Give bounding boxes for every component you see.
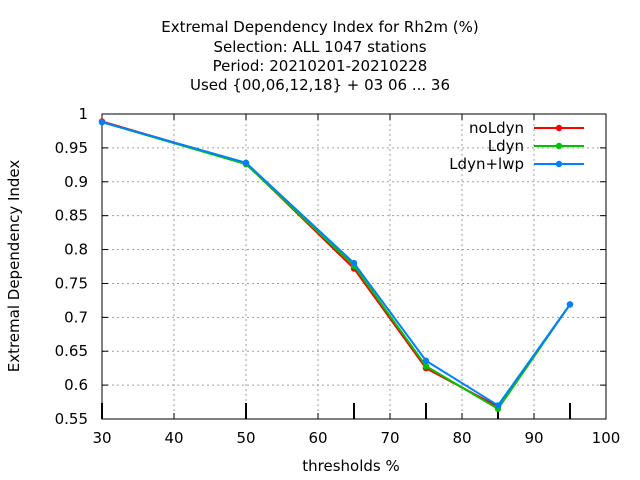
- data-point: [350, 259, 358, 267]
- chart-title-line-2: Selection: ALL 1047 stations: [213, 38, 427, 56]
- x-axis-label: thresholds %: [302, 457, 399, 475]
- chart-title-line-3: Period: 20210201-20210228: [212, 57, 428, 75]
- y-tick-label: 0.8: [64, 241, 88, 259]
- series-Ldyn+lwp: [98, 118, 574, 409]
- legend-item: Ldyn: [488, 137, 584, 155]
- y-axis-label: Extremal Dependency Index: [5, 160, 23, 373]
- x-tick-label: 40: [164, 429, 183, 447]
- legend-label: Ldyn: [488, 137, 524, 155]
- y-tick-label: 0.6: [64, 376, 88, 394]
- data-point: [494, 402, 502, 409]
- series-line: [101, 121, 571, 407]
- y-tick-label: 1: [78, 105, 88, 123]
- x-tick-label: 80: [452, 429, 471, 447]
- data-point: [242, 159, 250, 166]
- series-layer: [98, 118, 574, 413]
- y-tick-label: 0.65: [55, 342, 88, 360]
- x-tick-label: 100: [592, 429, 621, 447]
- legend-marker: [555, 142, 563, 150]
- legend-marker: [555, 124, 563, 132]
- y-tick-label: 0.55: [55, 410, 88, 428]
- legend-marker: [555, 160, 563, 168]
- x-tick-label: 70: [380, 429, 399, 447]
- y-tick-label: 0.95: [55, 139, 88, 157]
- x-tick-label: 60: [308, 429, 327, 447]
- y-tick-label: 0.75: [55, 274, 88, 292]
- legend-label: Ldyn+lwp: [449, 155, 524, 173]
- chart-title-line-1: Extremal Dependency Index for Rh2m (%): [161, 18, 479, 36]
- axis-ticks: 30 40 50 60 70 80 90 100 0.55 0.6 0.65 0.7 0.75 0.8 0.…: [55, 105, 621, 447]
- data-point: [98, 118, 106, 126]
- chart-title-line-4: Used {00,06,12,18} + 03 06 ... 36: [189, 76, 451, 94]
- plot-frame: [101, 113, 607, 420]
- y-tick-label: 0.85: [55, 207, 88, 225]
- x-tick-label: 90: [524, 429, 543, 447]
- x-tick-label: 50: [236, 429, 255, 447]
- legend-item: noLdyn: [469, 119, 584, 137]
- data-point: [422, 362, 430, 370]
- data-point: [566, 301, 574, 308]
- legend-label: noLdyn: [469, 119, 524, 137]
- y-tick-label: 0.7: [64, 308, 88, 326]
- y-tick-label: 0.9: [64, 173, 88, 191]
- series-line: [101, 121, 571, 411]
- x-tick-label: 30: [92, 429, 111, 447]
- data-point: [422, 357, 430, 364]
- legend-item: Ldyn+lwp: [449, 155, 584, 173]
